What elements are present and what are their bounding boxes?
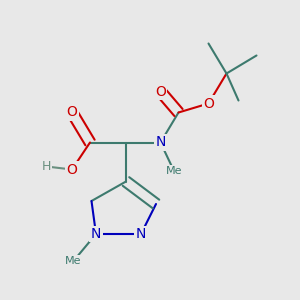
Text: O: O bbox=[67, 163, 77, 176]
Text: O: O bbox=[203, 97, 214, 110]
Text: Me: Me bbox=[65, 256, 82, 266]
Text: H: H bbox=[42, 160, 51, 173]
Text: N: N bbox=[136, 227, 146, 241]
Text: O: O bbox=[155, 85, 166, 98]
Text: O: O bbox=[67, 106, 77, 119]
Text: N: N bbox=[155, 136, 166, 149]
Text: N: N bbox=[91, 227, 101, 241]
Text: Me: Me bbox=[166, 166, 182, 176]
